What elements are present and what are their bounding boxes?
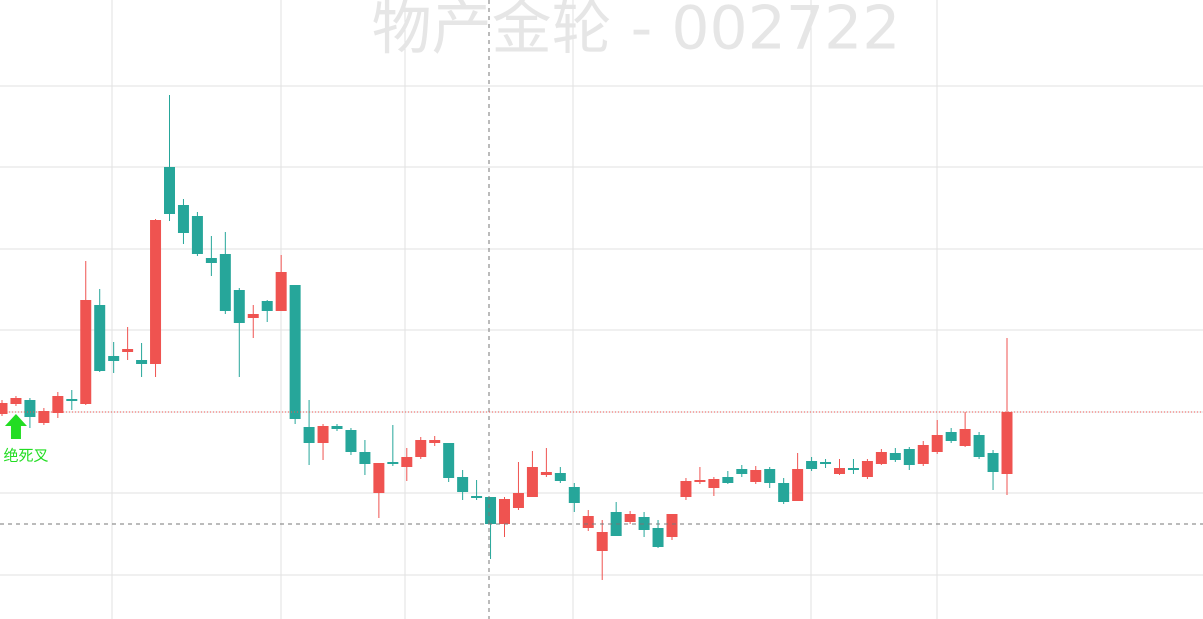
candle-body — [680, 481, 692, 497]
candle-body — [973, 435, 985, 457]
candle-body — [694, 480, 706, 482]
overlay: 绝死叉 — [0, 411, 1203, 465]
signal-arrow — [4, 414, 27, 439]
candle-body — [80, 300, 92, 404]
candle-body — [917, 445, 929, 464]
candle-body — [987, 453, 999, 472]
candle-body — [150, 220, 162, 364]
candle-body — [554, 473, 566, 481]
candle-body — [945, 432, 957, 441]
candle-body — [52, 396, 64, 413]
candle-body — [122, 349, 134, 352]
candle-body — [233, 290, 245, 323]
candle-body — [359, 452, 371, 464]
candle-body — [792, 469, 804, 501]
candle-body — [247, 314, 259, 318]
candle-body — [499, 499, 510, 524]
candle-body — [903, 449, 915, 465]
candle-body — [708, 479, 720, 488]
candle-body — [24, 400, 36, 417]
candle-body — [38, 411, 50, 423]
candle-body — [108, 356, 120, 361]
candle-body — [806, 461, 818, 469]
candle-body — [540, 472, 552, 475]
watermark-title: 物产金轮 - 002722 — [372, 0, 901, 64]
candle-body — [401, 457, 413, 467]
candle-body — [666, 514, 678, 537]
candle-body — [722, 477, 734, 483]
candle-body — [317, 426, 329, 443]
candle-body — [861, 461, 873, 477]
candle-body — [345, 430, 357, 452]
candle-body — [373, 463, 385, 493]
candle-body — [94, 305, 106, 371]
candle-body — [443, 443, 455, 478]
candle-body — [764, 469, 776, 483]
candle-body — [471, 496, 483, 498]
horizontal-grid — [0, 85, 1203, 576]
candle-body — [303, 427, 315, 443]
candle-body — [526, 467, 538, 497]
candle-body — [638, 517, 650, 530]
candle-body — [568, 487, 580, 503]
candle-body — [624, 514, 636, 522]
candle-body — [457, 477, 469, 492]
candles — [0, 95, 1013, 580]
candle-body — [834, 468, 845, 474]
candle-body — [415, 440, 427, 457]
candle-body — [778, 483, 790, 502]
candle-body — [66, 399, 78, 401]
candle-body — [959, 429, 971, 446]
candle-body — [596, 532, 608, 551]
candle-body — [191, 216, 203, 254]
candle-body — [219, 254, 231, 311]
candle-body — [261, 301, 273, 311]
candle-body — [205, 258, 217, 263]
candle-body — [177, 205, 189, 233]
candle-body — [0, 403, 8, 414]
candle-body — [485, 497, 497, 524]
candle-body — [875, 452, 887, 464]
signal-label: 绝死叉 — [3, 447, 48, 465]
candle-body — [429, 440, 441, 443]
candle-body — [10, 398, 22, 404]
candle-body — [331, 426, 343, 429]
candle-body — [582, 516, 594, 528]
candle-body — [889, 453, 901, 460]
candle-body — [387, 462, 399, 464]
candle-body — [1001, 412, 1013, 474]
candle-body — [652, 528, 664, 547]
candle-body — [750, 470, 762, 482]
candle-body — [931, 435, 943, 452]
candle-body — [820, 462, 832, 464]
candle-body — [847, 468, 859, 470]
candle-body — [164, 167, 175, 214]
candle-body — [289, 285, 301, 419]
candle-body — [736, 469, 748, 474]
candle-body — [136, 360, 148, 364]
candle-body — [275, 272, 287, 311]
vertical-grid — [111, 0, 938, 619]
candle-body — [512, 493, 524, 508]
